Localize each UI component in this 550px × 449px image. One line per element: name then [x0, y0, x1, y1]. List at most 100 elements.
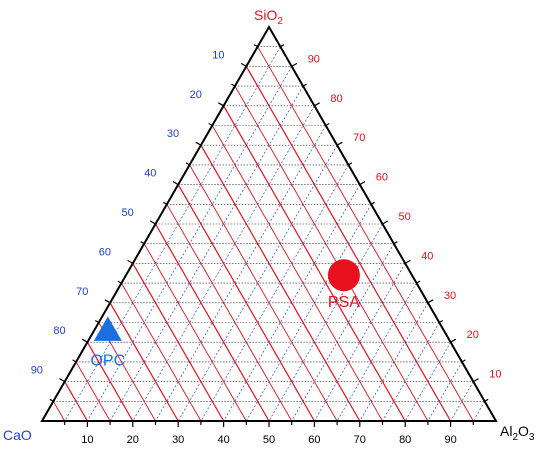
grid-line-al2o3: [268, 223, 383, 422]
tick-mark-left: [149, 220, 156, 225]
tick-mark-left: [185, 162, 190, 166]
tick-mark-left: [127, 259, 134, 264]
grid-line-cao: [189, 164, 338, 422]
tick-label-bottom: 20: [127, 434, 139, 446]
tick-label-left: 40: [144, 168, 156, 180]
grid-line-al2o3: [359, 302, 429, 422]
grid-line-al2o3: [245, 204, 372, 422]
grid-line-al2o3: [382, 322, 440, 422]
axis-title-cao: CaO: [3, 427, 32, 443]
tick-mark-left: [218, 102, 224, 107]
tick-mark-right: [302, 83, 307, 87]
tick-label-right: 90: [308, 53, 320, 65]
grid-line-al2o3: [155, 125, 327, 422]
tick-label-bottom: 90: [444, 434, 456, 446]
tick-mark-left: [253, 44, 258, 48]
grid-line-al2o3: [109, 85, 304, 422]
tick-label-right: 20: [467, 329, 479, 341]
tick-label-bottom: 40: [217, 434, 229, 446]
tick-label-left: 90: [31, 365, 43, 377]
tick-mark-left: [104, 299, 111, 304]
grid-line-al2o3: [200, 164, 349, 422]
tick-mark-left: [72, 359, 77, 363]
tick-mark-left: [49, 398, 54, 402]
tick-mark-left: [94, 319, 100, 324]
tick-mark-right: [461, 359, 466, 363]
grid-line-al2o3: [427, 361, 463, 422]
point-label-opc: OPC: [90, 352, 125, 369]
tick-label-bottom: 10: [81, 434, 93, 446]
tick-mark-left: [117, 280, 122, 284]
tick-label-right: 60: [376, 172, 388, 184]
grid-line-cao: [143, 243, 247, 422]
tick-mark-left: [140, 241, 145, 245]
tick-mark-left: [195, 141, 202, 146]
grid-line-cao: [64, 381, 88, 422]
tick-mark-right: [291, 62, 298, 67]
data-point-psa: [327, 259, 360, 292]
tick-label-left: 10: [212, 49, 224, 61]
grid-line-cao: [234, 85, 429, 422]
tick-label-right: 80: [330, 93, 342, 105]
tick-mark-left: [208, 122, 213, 127]
tick-mark-left: [59, 378, 65, 383]
tick-label-right: 40: [421, 250, 433, 262]
tick-mark-right: [438, 319, 444, 324]
grid-line-al2o3: [223, 184, 361, 422]
tick-mark-right: [404, 259, 411, 264]
tick-label-right: 30: [444, 290, 456, 302]
tick-mark-left: [163, 201, 168, 205]
tick-mark-right: [473, 378, 479, 383]
tick-label-left: 60: [99, 246, 111, 258]
tick-mark-right: [280, 44, 285, 48]
tick-mark-right: [427, 299, 434, 304]
tick-mark-right: [393, 241, 398, 245]
axis-title-sio2: SiO2: [254, 7, 283, 27]
tick-label-left: 80: [53, 325, 65, 337]
tick-label-bottom: 70: [354, 434, 366, 446]
grid-line-cao: [52, 401, 66, 422]
tick-mark-right: [484, 398, 489, 402]
tick-mark-right: [359, 181, 366, 186]
tick-mark-right: [314, 102, 320, 107]
tick-label-bottom: 50: [263, 434, 275, 446]
grid-line-cao: [166, 204, 293, 422]
point-label-psa: PSA: [328, 294, 360, 311]
grid-line-cao: [132, 263, 225, 422]
tick-mark-right: [382, 220, 389, 225]
grid-line-al2o3: [404, 342, 451, 422]
data-point-opc: [93, 316, 122, 341]
tick-layer: 10 10 10 20 20 20 30 30 30 40 40 40 50 50 50 60 60 60 70 70…: [31, 44, 502, 446]
grid-line-cao: [109, 302, 179, 422]
tick-label-bottom: 30: [172, 434, 184, 446]
tick-mark-right: [450, 338, 457, 343]
grid-line-al2o3: [472, 401, 485, 422]
tick-mark-right: [348, 162, 353, 166]
grid-line-al2o3: [450, 381, 474, 422]
tick-mark-right: [325, 122, 330, 127]
tick-label-right: 50: [399, 211, 411, 223]
tick-mark-left: [172, 181, 179, 186]
tick-label-left: 20: [190, 89, 202, 101]
tick-label-left: 30: [167, 128, 179, 140]
tick-label-left: 50: [122, 207, 134, 219]
tick-label-bottom: 60: [308, 434, 320, 446]
tick-label-right: 10: [489, 369, 501, 381]
tick-label-left: 70: [76, 286, 88, 298]
grid-line-cao: [86, 341, 134, 422]
tick-label-right: 70: [353, 132, 365, 144]
grid-layer: [52, 46, 485, 422]
grid-line-al2o3: [177, 145, 338, 422]
axis-title-al2o3: Al2O3: [500, 423, 535, 443]
tick-mark-right: [370, 201, 375, 205]
grid-line-cao: [154, 223, 270, 422]
tick-mark-right: [416, 280, 421, 284]
tick-mark-left: [240, 62, 247, 67]
grid-line-cao: [75, 361, 111, 422]
grid-line-al2o3: [336, 282, 417, 422]
tick-mark-left: [231, 83, 236, 87]
tick-mark-left: [81, 338, 88, 343]
grid-line-cao: [211, 125, 383, 422]
grid-line-cao: [223, 105, 406, 422]
